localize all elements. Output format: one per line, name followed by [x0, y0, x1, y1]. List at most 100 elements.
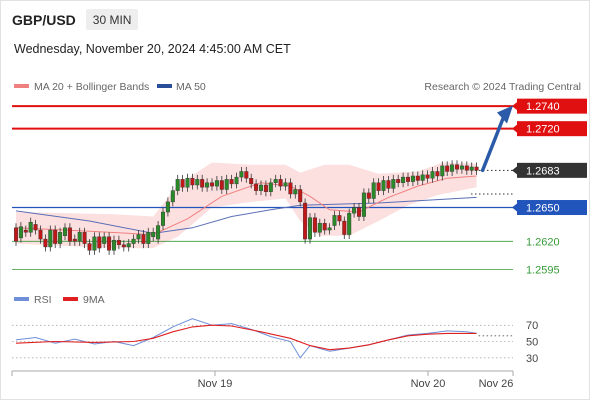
candle	[312, 213, 317, 237]
candle	[381, 175, 386, 196]
candle	[283, 178, 288, 191]
rsi-ma-legend-swatch	[63, 297, 78, 301]
candle	[440, 161, 445, 181]
candle	[92, 232, 97, 255]
candle	[97, 232, 102, 253]
title-row: GBP/USD 30 MIN	[12, 9, 139, 30]
rsi-tick-70: 70	[526, 320, 538, 332]
candle	[352, 203, 357, 218]
main-plot: 1.2740 1.2720 1.2683 1.2650 1.2620 1.2595	[12, 98, 587, 276]
candle	[430, 166, 435, 183]
candle	[205, 178, 210, 192]
candle	[58, 227, 63, 249]
candle	[23, 225, 28, 237]
candle	[170, 186, 175, 207]
candle	[102, 232, 107, 249]
candle	[234, 172, 239, 189]
candle	[342, 216, 347, 240]
projection-arrow-shaft	[480, 116, 505, 173]
level-label-1-2683: 1.2683	[526, 165, 560, 177]
candle	[136, 230, 141, 244]
rsi-plot: 70 50 30	[12, 318, 538, 365]
level-badge-1-2720	[517, 121, 587, 137]
candle	[386, 175, 391, 193]
candle	[332, 210, 337, 231]
candle	[293, 184, 298, 199]
timestamp: Wednesday, November 20, 2024 4:45:00 AM …	[14, 42, 291, 56]
level-label-1-2650: 1.2650	[526, 203, 560, 215]
candle	[259, 180, 264, 196]
candle	[401, 172, 406, 188]
rsi-ma-legend-label: 9MA	[83, 294, 105, 306]
rsi-tick-50: 50	[526, 337, 538, 349]
level-badge-pointer	[512, 124, 517, 133]
credit-text: Research © 2024 Trading Central	[424, 81, 581, 93]
candle	[450, 160, 455, 176]
level-badge-pointer	[512, 102, 517, 111]
candle	[298, 184, 303, 207]
rsi-legend-label: RSI	[34, 294, 52, 306]
candle	[82, 227, 87, 249]
candle	[63, 223, 68, 241]
candle	[361, 188, 366, 222]
candle	[200, 174, 205, 192]
level-label-1-2595: 1.2595	[526, 264, 560, 276]
timeframe-badge[interactable]: 30 MIN	[85, 9, 139, 30]
candle	[322, 218, 327, 235]
candle	[288, 178, 293, 199]
ma20-legend-label: MA 20 + Bollinger Bands	[34, 81, 149, 93]
candle	[317, 218, 322, 237]
instrument-title: GBP/USD	[12, 11, 76, 28]
candle	[214, 175, 219, 191]
candle	[107, 232, 112, 255]
x-tick-label: Nov 19	[198, 378, 233, 390]
time-axis: Nov 19 Nov 20 Nov 26	[11, 370, 514, 390]
level-label-1-2620: 1.2620	[526, 236, 560, 248]
candle	[410, 171, 415, 187]
candle	[195, 174, 200, 190]
candle	[13, 223, 18, 246]
candle	[263, 180, 268, 197]
rsi-legend-swatch	[14, 297, 29, 301]
candle	[121, 240, 126, 252]
candle	[116, 235, 121, 250]
candle	[43, 234, 48, 252]
candle	[357, 203, 362, 222]
candle	[273, 174, 278, 188]
candle	[190, 173, 195, 190]
bollinger-band	[16, 162, 477, 249]
candle	[165, 197, 170, 217]
level-badge-1-2650	[517, 200, 587, 216]
candle	[48, 225, 53, 252]
candle	[28, 217, 33, 237]
candle	[308, 213, 313, 244]
candle	[141, 230, 146, 249]
candle	[111, 235, 116, 255]
candle	[420, 170, 425, 185]
candle	[327, 223, 332, 235]
candle	[464, 161, 469, 175]
candle	[415, 171, 420, 185]
candle	[53, 225, 58, 249]
candle	[445, 161, 450, 176]
candle	[131, 234, 136, 249]
candle	[371, 178, 376, 204]
candle	[254, 179, 259, 196]
candle	[185, 173, 190, 192]
candle	[435, 166, 440, 181]
candle	[391, 174, 396, 193]
candle	[219, 175, 224, 195]
candle	[244, 166, 249, 183]
x-tick-label: Nov 20	[411, 378, 446, 390]
candle	[156, 221, 161, 244]
projection-arrow-head	[497, 105, 513, 124]
candle	[278, 174, 283, 191]
candle	[376, 178, 381, 196]
candle	[347, 208, 352, 240]
candle	[396, 174, 401, 188]
candle	[151, 227, 156, 242]
candle	[224, 174, 229, 195]
ma50-line	[15, 196, 477, 234]
candle	[337, 210, 342, 226]
candle	[72, 234, 77, 246]
